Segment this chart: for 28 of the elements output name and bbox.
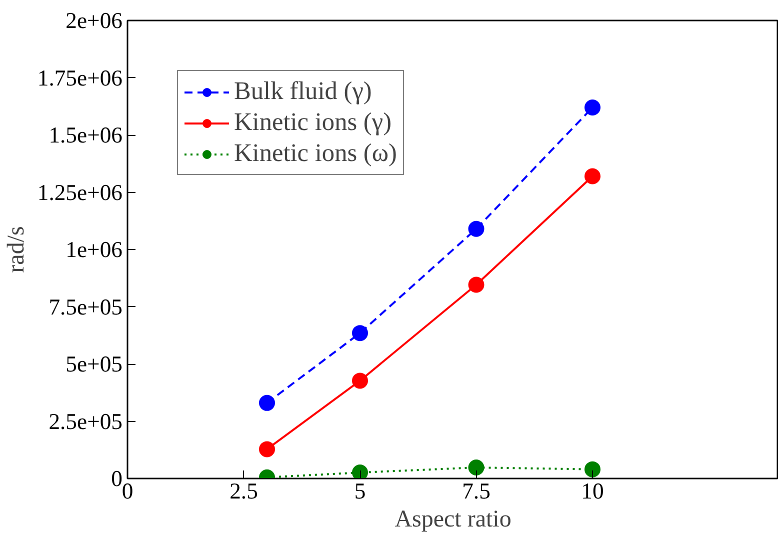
x-axis-title: Aspect ratio — [394, 506, 512, 532]
y-tick-label: 5e+05 — [66, 352, 123, 376]
point — [259, 441, 275, 458]
y-axis-title: rad/s — [3, 226, 30, 273]
point — [259, 394, 275, 411]
y-tick-label: 1.25e+06 — [37, 180, 123, 205]
x-tick-label: 7.5 — [462, 478, 490, 504]
point — [584, 461, 600, 478]
legend-label: Kinetic ions (γ) — [234, 108, 392, 137]
y-tick-label: 2.5e+05 — [48, 408, 123, 434]
point — [468, 220, 484, 237]
y-tick-label: 2e+06 — [66, 8, 123, 33]
y-tick-label: 1e+06 — [66, 237, 123, 262]
x-tick-label: 5 — [354, 478, 366, 504]
point — [584, 168, 600, 184]
y-tick-label: 1.75e+06 — [37, 65, 123, 90]
point — [584, 100, 600, 116]
legend-label: Bulk fluid (γ) — [234, 77, 372, 106]
x-tick-label: 2.5 — [230, 478, 258, 504]
point — [352, 325, 368, 342]
x-tick-label: 10 — [581, 478, 604, 504]
y-tick-label: 1.5e+06 — [48, 122, 123, 148]
point — [352, 372, 368, 389]
y-tick-label: 7.5e+05 — [48, 294, 123, 320]
point — [468, 276, 484, 293]
legend-label: Kinetic ions (ω) — [234, 139, 397, 168]
point — [352, 464, 368, 478]
point — [468, 460, 484, 476]
